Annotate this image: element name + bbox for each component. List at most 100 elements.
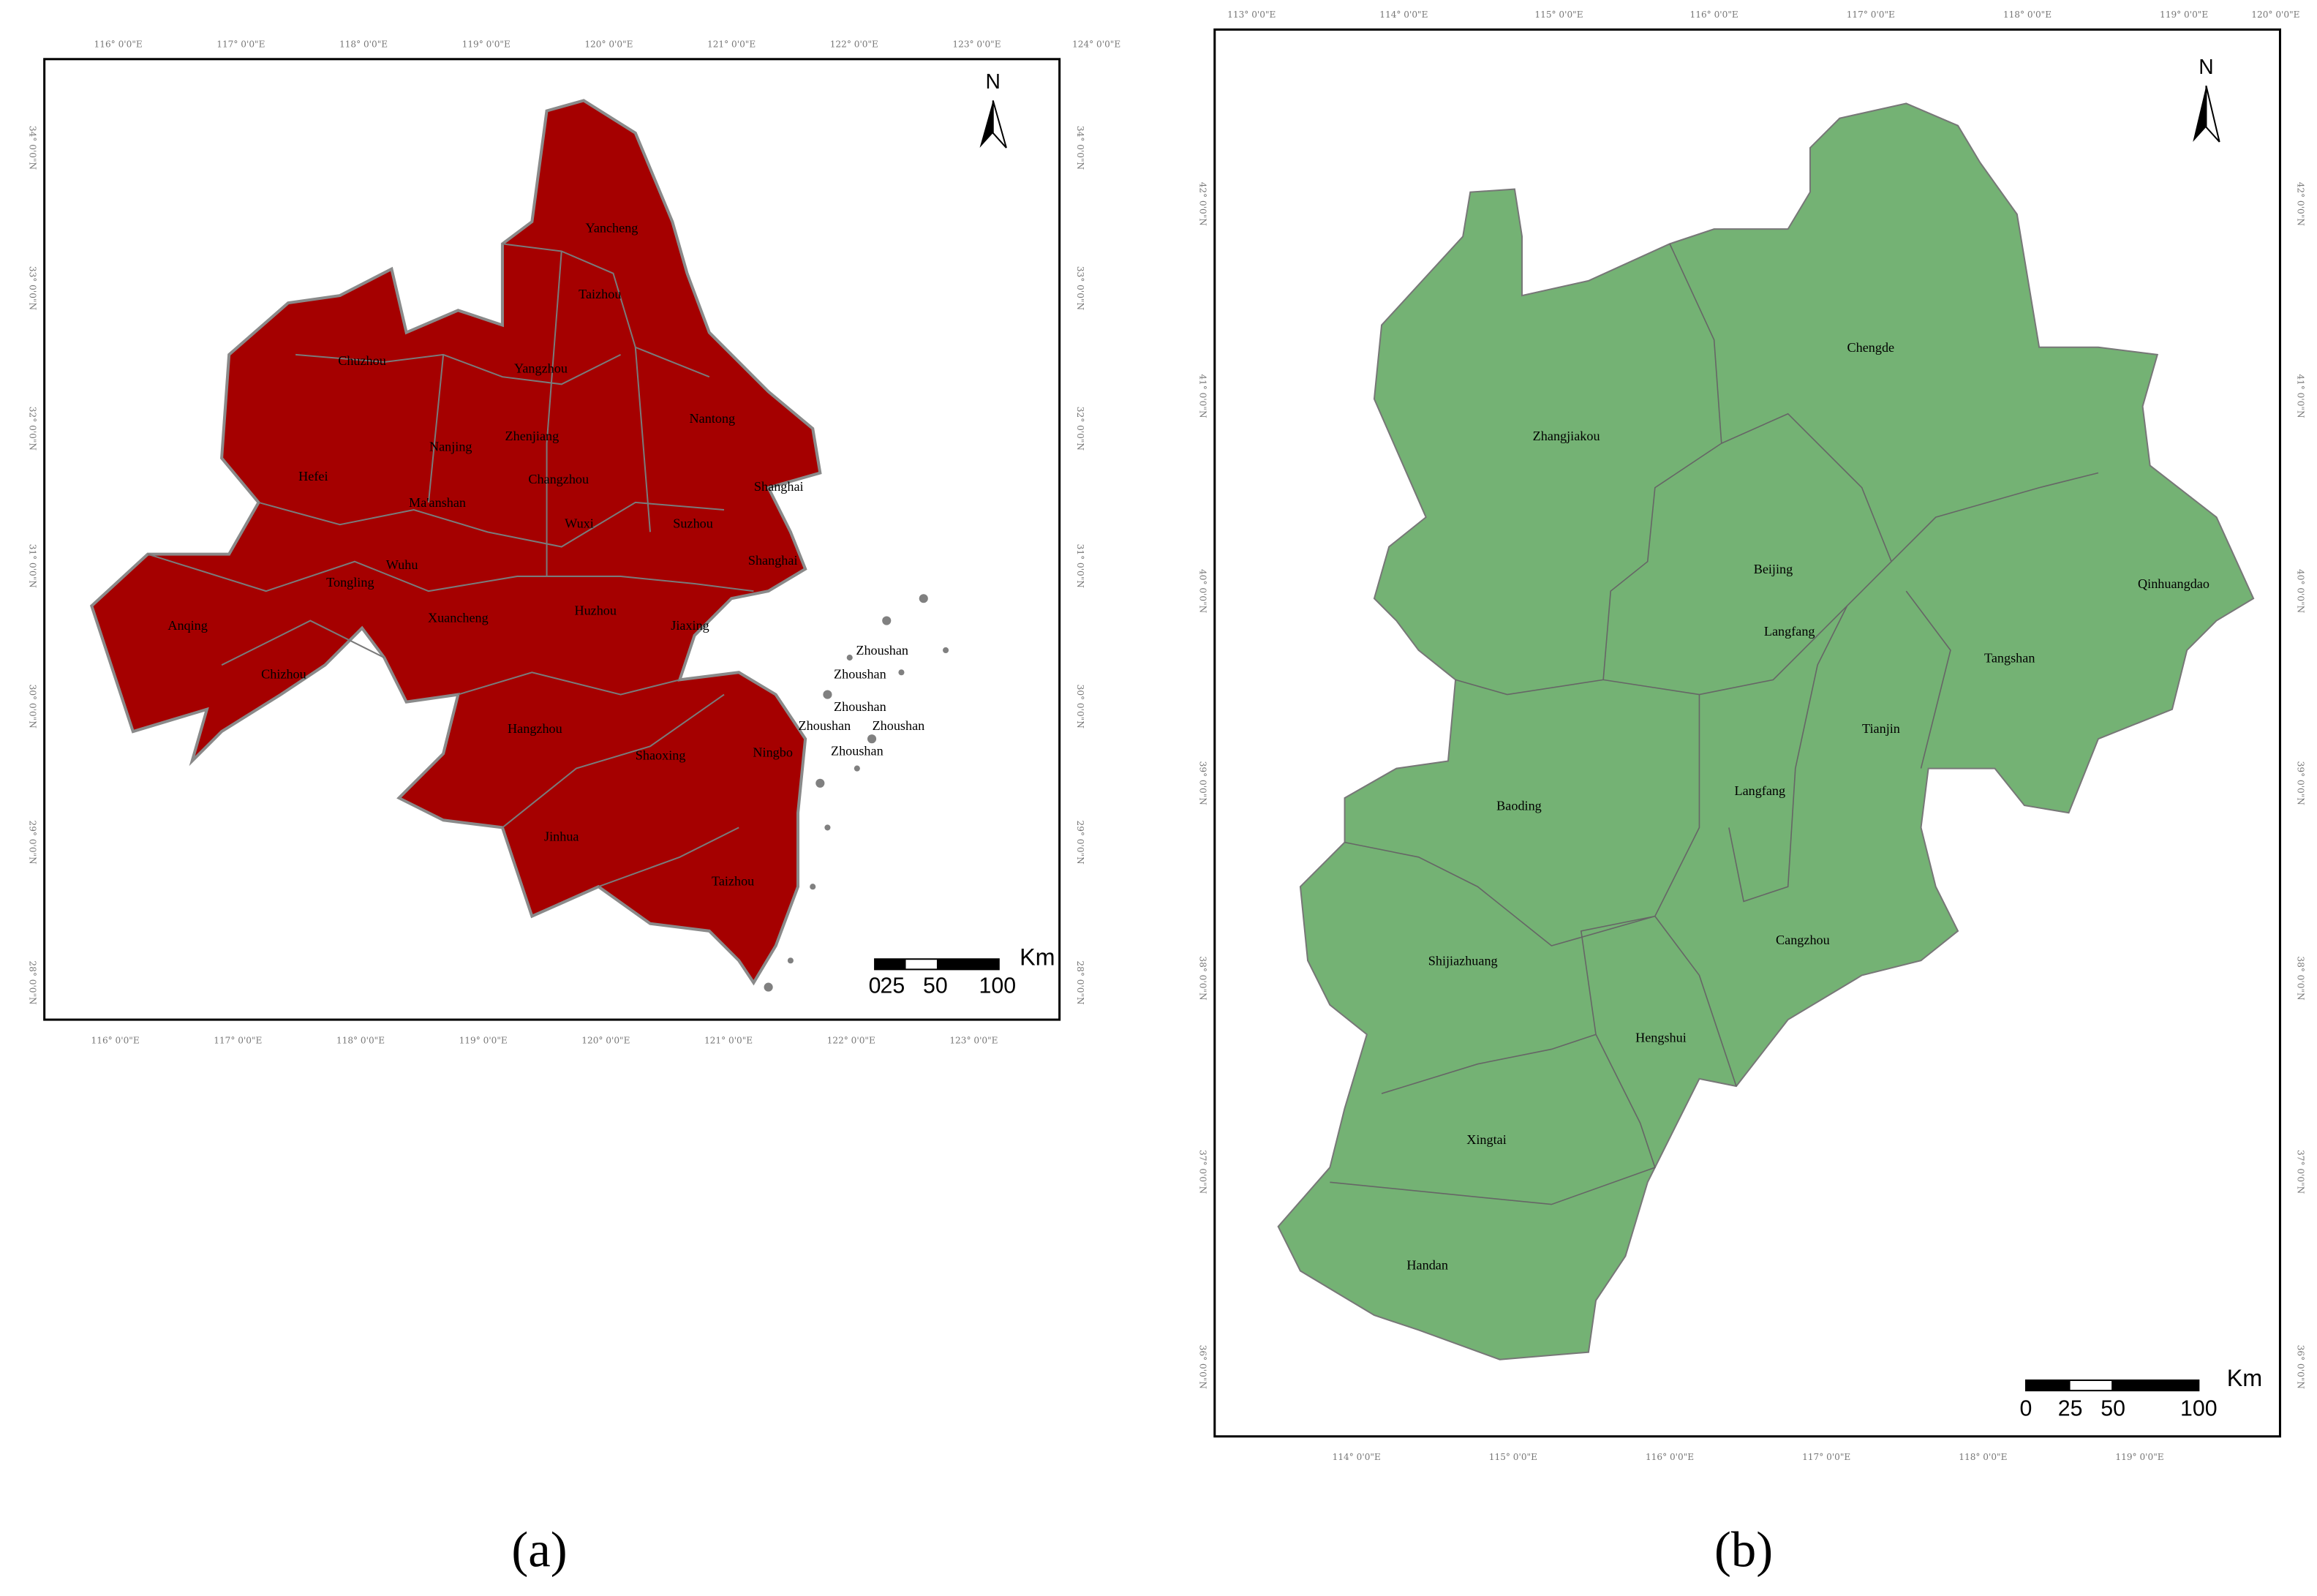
lon-tick-label: 120° 0'0"E	[581, 1035, 630, 1045]
islands	[764, 594, 949, 992]
lon-tick-label: 116° 0'0"E	[94, 39, 143, 50]
lat-tick-label: 42° 0'0"N	[1198, 182, 1208, 227]
lon-tick-label: 118° 0'0"E	[2003, 10, 2052, 20]
region-label: Nantong	[690, 411, 736, 426]
region-label: Chengde	[1847, 340, 1895, 355]
lon-tick-label: 117° 0'0"E	[216, 39, 265, 50]
region-label: Beijing	[1754, 562, 1793, 576]
region-label: Wuxi	[565, 516, 594, 530]
lat-tick-label: 32° 0'0"N	[27, 407, 37, 451]
north-arrow	[979, 100, 1007, 148]
lat-tick-label: 33° 0'0"N	[27, 266, 37, 311]
region-label: Jinhua	[544, 829, 579, 844]
lon-tick-label: 117° 0'0"E	[1802, 1452, 1850, 1462]
lat-tick-label: 41° 0'0"N	[2296, 374, 2306, 418]
lon-tick-label: 119° 0'0"E	[2115, 1452, 2163, 1462]
region-label: Huzhou	[574, 603, 617, 618]
region-label: Zhoushan	[834, 699, 886, 714]
lat-tick-label: 28° 0'0"N	[27, 960, 37, 1005]
scale-label: 0	[869, 974, 881, 998]
region-label: Zhoushan	[831, 744, 884, 759]
region-label: Suzhou	[673, 516, 713, 530]
lat-tick-label: 36° 0'0"N	[1198, 1345, 1208, 1390]
region-area	[1277, 102, 2255, 1360]
lon-tick-label: 118° 0'0"E	[336, 1035, 385, 1045]
lat-tick-label: 33° 0'0"N	[1075, 266, 1085, 311]
region-label: Langfang	[1734, 783, 1785, 798]
region-label: Cangzhou	[1776, 933, 1830, 947]
scale-unit: Km	[2227, 1365, 2262, 1391]
region-label: Yancheng	[586, 220, 638, 235]
region-label: Tianjin	[1862, 721, 1900, 736]
lon-tick-label: 115° 0'0"E	[1489, 1452, 1537, 1462]
scale-label: 25	[2058, 1397, 2083, 1421]
lon-tick-label: 119° 0'0"E	[2160, 10, 2208, 20]
lat-tick-label: 38° 0'0"N	[1198, 956, 1208, 1001]
scale-label: 100	[2180, 1397, 2218, 1421]
north-label: N	[2199, 55, 2213, 78]
lon-tick-label: 122° 0'0"E	[827, 1035, 875, 1045]
lon-tick-label: 121° 0'0"E	[704, 1035, 753, 1045]
north-arrow	[2193, 85, 2220, 143]
map-frame	[43, 58, 1061, 1021]
lat-tick-label: 40° 0'0"N	[1198, 569, 1208, 614]
scale-bar	[874, 958, 1000, 971]
lon-tick-label: 120° 0'0"E	[2251, 10, 2299, 20]
north-label: N	[986, 69, 1001, 93]
region-label: Zhoushan	[799, 718, 851, 733]
lat-tick-label: 38° 0'0"N	[2296, 956, 2306, 1001]
region-label: Shanghai	[754, 479, 804, 494]
region-label: Zhoushan	[856, 643, 908, 658]
region-label: Hangzhou	[508, 721, 562, 736]
scale-label: 50	[2101, 1397, 2125, 1421]
region-label: Ma'anshan	[409, 495, 466, 510]
region-label: Zhangjiakou	[1533, 429, 1600, 443]
region-label: Baoding	[1496, 798, 1542, 813]
caption: (a)	[511, 1522, 567, 1578]
region-label: Ningbo	[753, 745, 793, 760]
region-label: Zhenjiang	[505, 429, 560, 443]
lon-tick-label: 116° 0'0"E	[1690, 10, 1738, 20]
region-label: Jiaxing	[671, 618, 709, 633]
region-label: Zhoushan	[834, 666, 886, 681]
lat-tick-label: 29° 0'0"N	[1075, 821, 1085, 865]
lat-tick-label: 29° 0'0"N	[27, 821, 37, 865]
scale-label: 50	[923, 974, 948, 998]
region-label: Xingtai	[1466, 1132, 1507, 1147]
region-label: Taizhou	[579, 287, 621, 301]
lat-tick-label: 30° 0'0"N	[27, 685, 37, 729]
lon-tick-label: 114° 0'0"E	[1379, 10, 1428, 20]
lat-tick-label: 39° 0'0"N	[1198, 761, 1208, 806]
region-label: Chuzhou	[338, 353, 386, 368]
lat-tick-label: 39° 0'0"N	[2296, 761, 2306, 806]
lon-tick-label: 118° 0'0"E	[1959, 1452, 2007, 1462]
lon-tick-label: 123° 0'0"E	[952, 39, 1001, 50]
lat-tick-label: 28° 0'0"N	[1075, 960, 1085, 1005]
lat-tick-label: 36° 0'0"N	[2296, 1345, 2306, 1390]
scale-bar	[2024, 1379, 2200, 1392]
lat-tick-label: 31° 0'0"N	[27, 544, 37, 589]
region-label: Shaoxing	[636, 748, 686, 763]
region-label: Handan	[1406, 1258, 1448, 1273]
lat-tick-label: 37° 0'0"N	[1198, 1150, 1208, 1194]
region-label: Anqing	[167, 618, 208, 633]
region-label: Chizhou	[261, 666, 306, 681]
lat-tick-label: 30° 0'0"N	[1075, 685, 1085, 729]
region-label: Shanghai	[748, 553, 798, 568]
lon-tick-label: 117° 0'0"E	[214, 1035, 262, 1045]
lat-tick-label: 40° 0'0"N	[2296, 569, 2306, 614]
lon-tick-label: 116° 0'0"E	[1646, 1452, 1694, 1462]
lon-tick-label: 121° 0'0"E	[707, 39, 756, 50]
lon-tick-label: 120° 0'0"E	[584, 39, 633, 50]
region-label: Hengshui	[1635, 1030, 1687, 1044]
lon-tick-label: 124° 0'0"E	[1072, 39, 1120, 50]
lon-tick-label: 118° 0'0"E	[339, 39, 388, 50]
lon-tick-label: 114° 0'0"E	[1333, 1452, 1381, 1462]
lon-tick-label: 116° 0'0"E	[91, 1035, 140, 1045]
region-label: Qinhuangdao	[2138, 576, 2209, 591]
region-label: Yangzhou	[514, 361, 568, 375]
lon-tick-label: 113° 0'0"E	[1227, 10, 1276, 20]
region-area	[89, 99, 822, 986]
region-label: Wuhu	[386, 557, 418, 572]
